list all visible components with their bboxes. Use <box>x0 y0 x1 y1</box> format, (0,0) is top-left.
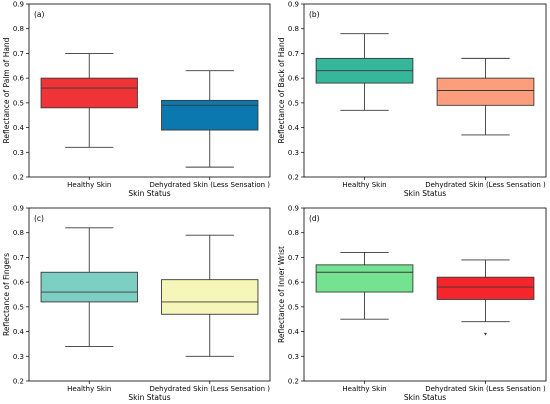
iqr-box <box>161 99 259 131</box>
y-tick-label: 0.8 <box>13 229 24 237</box>
y-tick-label: 0.8 <box>13 25 24 33</box>
plot-frame <box>28 207 271 382</box>
x-axis-label: Skin Status <box>128 393 170 402</box>
y-tick-label: 0.9 <box>13 205 24 213</box>
x-axis-label: Skin Status <box>404 189 446 198</box>
x-tick-label: Healthy Skin <box>342 385 386 393</box>
y-tick-label: 0.7 <box>288 254 299 262</box>
x-tick-label: Dehydrated Skin (Less Sensation ) <box>425 385 546 393</box>
outlier-point <box>483 332 488 336</box>
box-1 <box>315 33 414 111</box>
iqr-box <box>315 264 414 293</box>
y-tick-label: 0.8 <box>288 229 299 237</box>
y-tick-label: 0.5 <box>288 303 299 311</box>
y-tick-label: 0.9 <box>288 205 299 213</box>
y-axis-label: Reflectance of Back of Hand <box>277 37 286 143</box>
y-tick-label: 0.7 <box>288 50 299 58</box>
x-tick-label: Dehydrated Skin (Less Sensation ) <box>149 385 270 393</box>
y-tick-label: 0.6 <box>13 75 25 83</box>
y-tick-label: 0.5 <box>13 99 24 107</box>
iqr-box <box>436 276 535 300</box>
plot-frame <box>303 207 547 382</box>
y-axis-label: Reflectance of Palm of Hand <box>2 37 11 143</box>
box-2 <box>161 70 259 168</box>
iqr-box <box>40 271 138 303</box>
x-tick-label: Dehydrated Skin (Less Sensation ) <box>425 181 546 189</box>
y-tick-label: 0.4 <box>288 124 300 132</box>
y-tick-label: 0.4 <box>13 124 25 132</box>
y-tick-label: 0.2 <box>13 174 24 182</box>
panel-b: (b) 0.2 0.3 0.4 0.5 0.6 0.7 0.8 0.9 Healthy Skin D… <box>277 1 547 198</box>
x-axis-label: Skin Status <box>404 393 446 402</box>
y-tick-label: 0.3 <box>13 149 24 157</box>
panel-label: (d) <box>309 214 320 223</box>
y-tick-label: 0.5 <box>13 303 24 311</box>
panel-a: (a) 0.2 0.3 0.4 0.5 0.6 0.7 0.8 0.9 Healthy Skin D… <box>2 1 271 198</box>
y-axis-label: Reflectance of Inner Wrist <box>277 246 286 343</box>
panel-d: (d) 0.2 0.3 0.4 0.5 0.6 0.7 0.8 0.9 Healthy Skin D… <box>277 205 547 402</box>
box-2 <box>161 234 259 357</box>
panel-c: (c) 0.2 0.3 0.4 0.5 0.6 0.7 0.8 0.9 Healthy Skin D… <box>2 205 271 402</box>
y-tick-label: 0.5 <box>288 99 299 107</box>
y-tick-label: 0.2 <box>288 174 299 182</box>
y-tick-label: 0.9 <box>288 1 299 9</box>
iqr-box <box>436 77 535 106</box>
box-1 <box>315 252 414 320</box>
y-axis-label: Reflectance of Fingers <box>2 253 11 336</box>
panel-label: (c) <box>34 214 44 223</box>
x-tick-label: Healthy Skin <box>67 181 111 189</box>
iqr-box <box>40 77 138 109</box>
box-2 <box>436 259 535 336</box>
y-tick-label: 0.7 <box>13 50 24 58</box>
y-tick-label: 0.6 <box>13 279 25 287</box>
y-tick-label: 0.4 <box>288 328 300 336</box>
x-axis-label: Skin Status <box>128 189 170 198</box>
y-tick-label: 0.2 <box>13 378 24 386</box>
y-tick-label: 0.8 <box>288 25 299 33</box>
box-2 <box>436 57 535 136</box>
iqr-box <box>161 279 259 315</box>
y-tick-label: 0.3 <box>13 353 24 361</box>
plot-frame <box>303 3 547 178</box>
x-tick-label: Healthy Skin <box>342 181 386 189</box>
y-tick-label: 0.2 <box>288 378 299 386</box>
y-tick-label: 0.3 <box>288 149 299 157</box>
box-1 <box>40 52 138 148</box>
plot-frame <box>28 3 271 178</box>
x-tick-label: Dehydrated Skin (Less Sensation ) <box>149 181 270 189</box>
y-tick-label: 0.4 <box>13 328 25 336</box>
y-tick-label: 0.9 <box>13 1 24 9</box>
y-tick-label: 0.6 <box>288 75 300 83</box>
y-tick-label: 0.3 <box>288 353 299 361</box>
y-tick-label: 0.7 <box>13 254 24 262</box>
y-tick-label: 0.6 <box>288 279 300 287</box>
panel-label: (a) <box>34 10 45 19</box>
x-tick-label: Healthy Skin <box>67 385 111 393</box>
panel-label: (b) <box>309 10 320 19</box>
box-1 <box>40 227 138 347</box>
